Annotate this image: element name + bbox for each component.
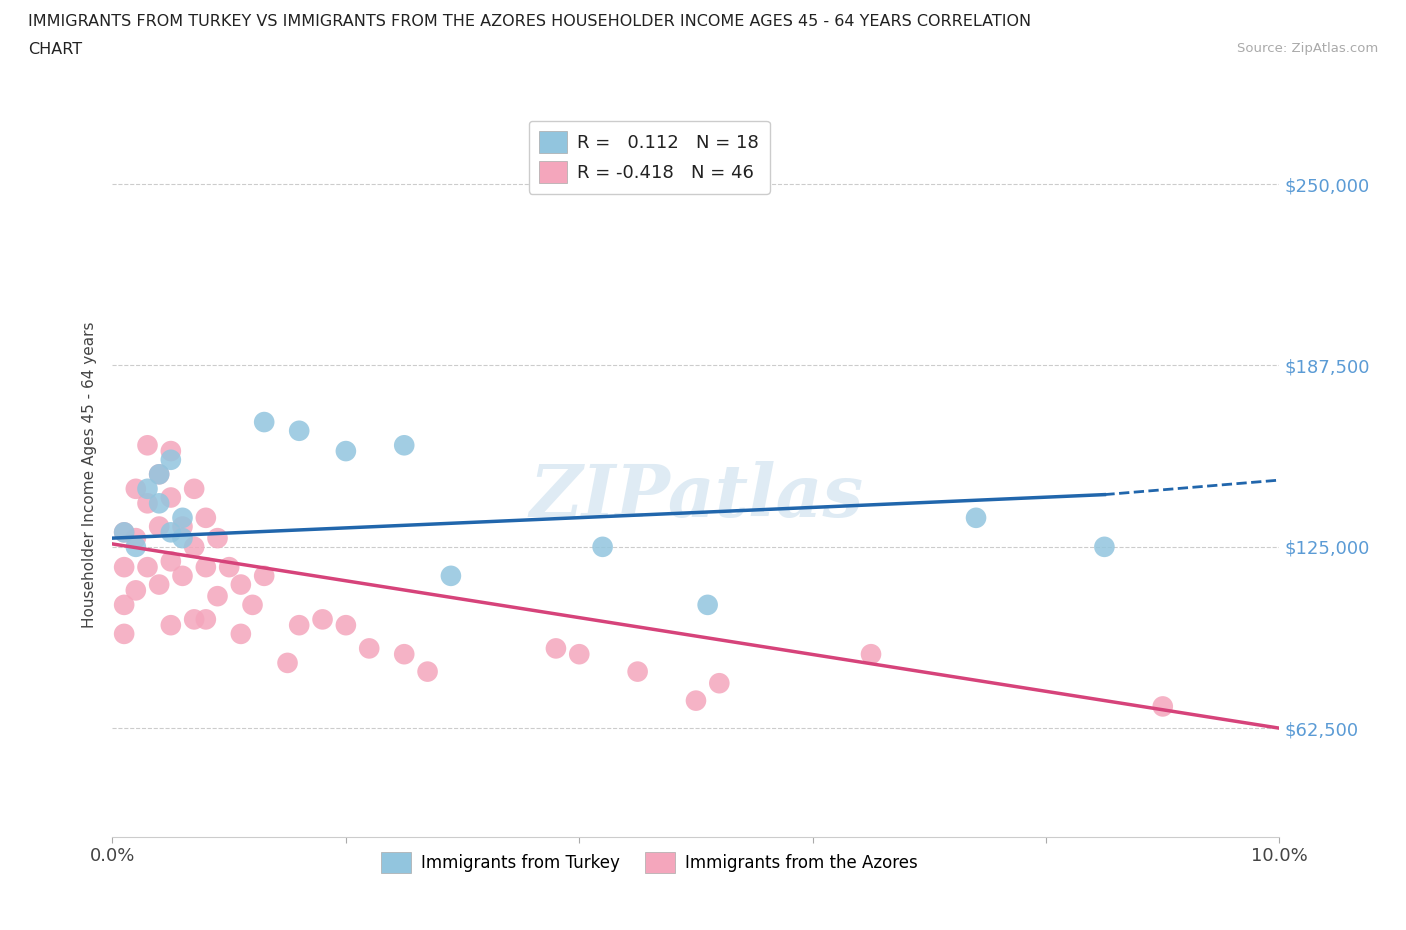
Point <box>148 578 170 592</box>
Point <box>183 539 205 554</box>
Point <box>136 438 159 453</box>
Point <box>136 496 159 511</box>
Point <box>112 525 135 539</box>
Point <box>148 496 170 511</box>
Point <box>194 560 217 575</box>
Point <box>194 612 217 627</box>
Point <box>592 539 614 554</box>
Text: Source: ZipAtlas.com: Source: ZipAtlas.com <box>1237 42 1378 55</box>
Point <box>1152 699 1174 714</box>
Point <box>148 467 170 482</box>
Point <box>112 627 135 642</box>
Point <box>229 578 252 592</box>
Point <box>207 531 229 546</box>
Point <box>194 511 217 525</box>
Point <box>1094 539 1116 554</box>
Point <box>288 618 311 632</box>
Point <box>394 646 416 661</box>
Point <box>148 519 170 534</box>
Text: IMMIGRANTS FROM TURKEY VS IMMIGRANTS FROM THE AZORES HOUSEHOLDER INCOME AGES 45 : IMMIGRANTS FROM TURKEY VS IMMIGRANTS FRO… <box>28 14 1031 29</box>
Point <box>148 467 170 482</box>
Text: CHART: CHART <box>28 42 82 57</box>
Point <box>183 482 205 497</box>
Point <box>416 664 439 679</box>
Point <box>172 519 194 534</box>
Point <box>394 438 416 453</box>
Point <box>440 568 463 583</box>
Text: ZIPatlas: ZIPatlas <box>529 460 863 532</box>
Point <box>253 415 276 430</box>
Point <box>112 560 135 575</box>
Point <box>125 539 148 554</box>
Point <box>288 423 311 438</box>
Point <box>359 641 381 656</box>
Point <box>965 511 987 525</box>
Point <box>335 444 357 458</box>
Point <box>685 693 707 708</box>
Legend: Immigrants from Turkey, Immigrants from the Azores: Immigrants from Turkey, Immigrants from … <box>374 845 924 880</box>
Point <box>253 568 276 583</box>
Point <box>160 452 183 467</box>
Point <box>242 597 264 612</box>
Point <box>160 490 183 505</box>
Point <box>112 525 135 539</box>
Y-axis label: Householder Income Ages 45 - 64 years: Householder Income Ages 45 - 64 years <box>82 321 97 628</box>
Point <box>218 560 240 575</box>
Point <box>160 554 183 569</box>
Point <box>112 597 135 612</box>
Point <box>544 641 567 656</box>
Point <box>207 589 229 604</box>
Point <box>125 482 148 497</box>
Point <box>125 583 148 598</box>
Point <box>136 560 159 575</box>
Point <box>160 525 183 539</box>
Point <box>160 444 183 458</box>
Point <box>172 568 194 583</box>
Point <box>311 612 333 627</box>
Point <box>183 612 205 627</box>
Point <box>709 676 731 691</box>
Point <box>229 627 252 642</box>
Point <box>568 646 591 661</box>
Point <box>335 618 357 632</box>
Point <box>696 597 718 612</box>
Point <box>627 664 650 679</box>
Point <box>125 531 148 546</box>
Point <box>276 656 298 671</box>
Point <box>172 531 194 546</box>
Point <box>136 482 159 497</box>
Point <box>160 618 183 632</box>
Point <box>172 511 194 525</box>
Point <box>860 646 883 661</box>
